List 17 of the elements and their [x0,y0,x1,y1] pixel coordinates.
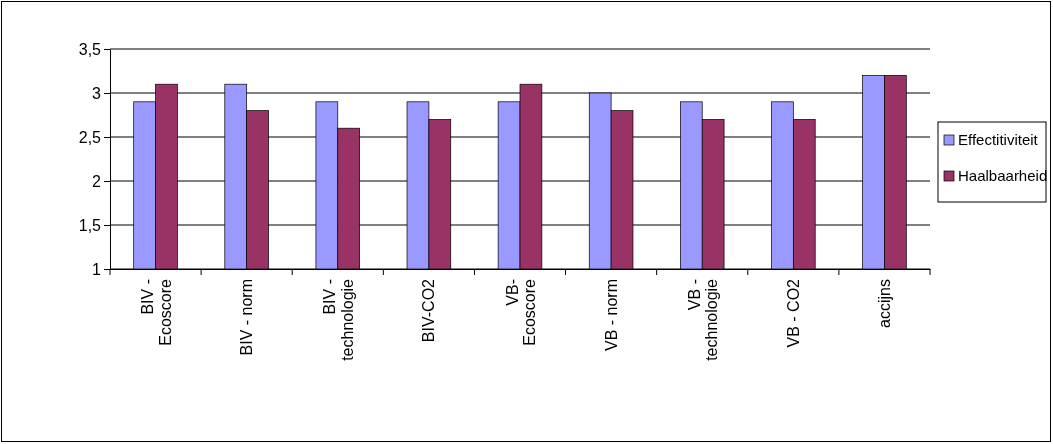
x-tick-label: accijns [876,279,894,328]
x-tick-label: BIV - Ecoscore [139,278,174,346]
y-tick-label: 3 [92,84,102,102]
legend-label: Haalbaarheid [958,167,1048,185]
x-tick-label: VB - CO2 [784,278,802,348]
x-tick-label: BIV - norm [238,279,256,356]
x-tick-label: VB - norm [602,279,620,352]
y-tick-label: 1,5 [78,216,102,234]
x-tick-label: VB- Ecoscore [503,278,539,346]
y-tick-label: 1 [92,260,102,278]
x-tick-label: BIV - technologie [321,278,356,361]
x-tick-label: VB - technologie [685,278,721,361]
y-tick-label: 3,5 [78,40,102,58]
y-tick-label: 2,5 [78,128,102,146]
x-tick-label: BIV-CO2 [420,278,438,343]
legend-label: Effectitiviteit [958,131,1039,149]
y-tick-label: 2 [92,172,102,190]
